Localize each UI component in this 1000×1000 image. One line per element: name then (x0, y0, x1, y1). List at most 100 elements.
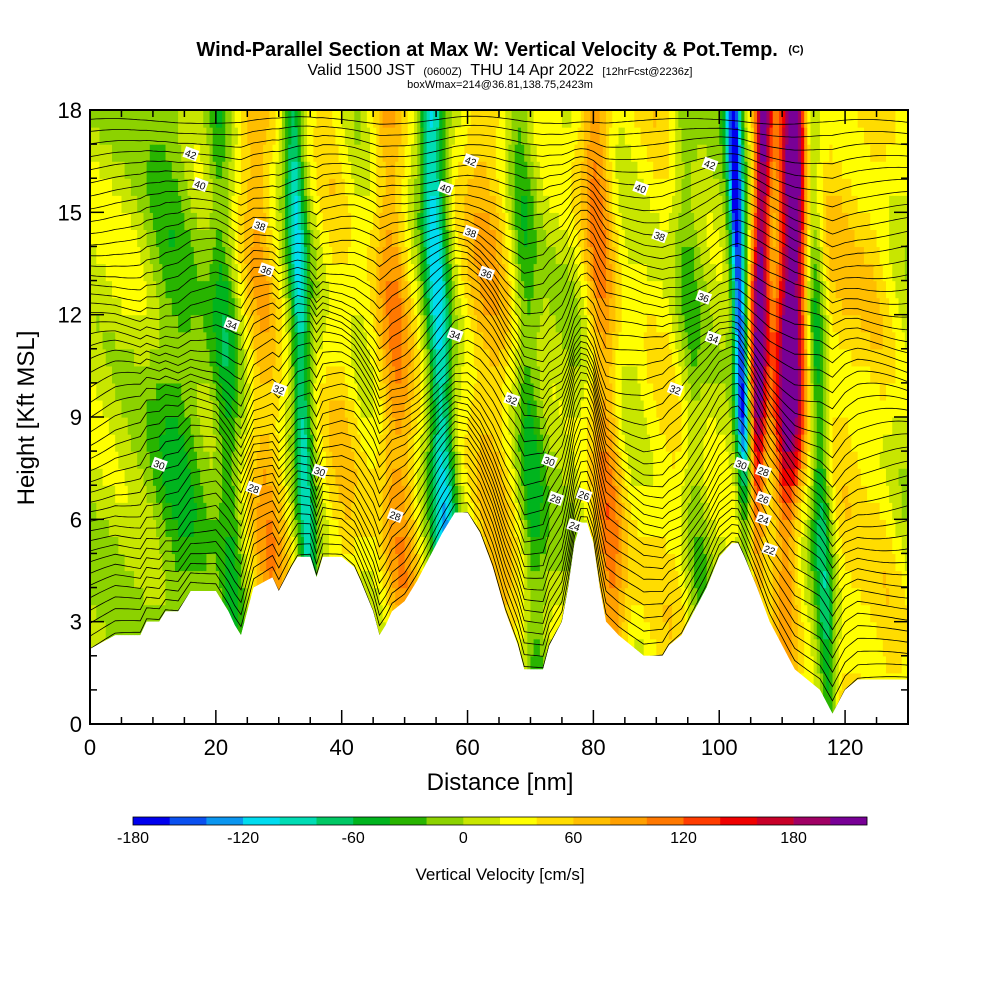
velocity-cell (93, 399, 97, 418)
velocity-cell (392, 144, 396, 162)
velocity-cell (395, 417, 399, 435)
velocity-cell (357, 246, 362, 265)
velocity-cell (524, 553, 528, 572)
velocity-cell (168, 144, 173, 162)
velocity-cell (366, 314, 371, 333)
velocity-cell (184, 434, 189, 452)
velocity-cell (206, 110, 211, 128)
velocity-cell (357, 417, 362, 435)
velocity-cell (454, 417, 459, 435)
velocity-cell (102, 451, 107, 469)
velocity-cell (165, 382, 170, 401)
velocity-cell (206, 280, 211, 299)
velocity-cell (178, 263, 182, 282)
velocity-cell (96, 144, 101, 162)
velocity-cell (159, 417, 163, 435)
velocity-cell (209, 365, 214, 384)
velocity-cell (200, 570, 204, 589)
velocity-cell (288, 417, 292, 435)
velocity-cell (90, 246, 94, 265)
velocity-cell (250, 348, 255, 367)
velocity-cell (127, 161, 132, 179)
velocity-cell (212, 536, 217, 555)
velocity-cell (401, 144, 406, 162)
velocity-cell (256, 451, 261, 469)
velocity-cell (140, 195, 145, 213)
velocity-cell (325, 331, 330, 350)
velocity-cell (382, 604, 387, 623)
velocity-cell (423, 468, 428, 486)
velocity-cell (215, 161, 220, 179)
velocity-cell (121, 127, 126, 145)
velocity-cell (222, 246, 226, 265)
velocity-cell (363, 161, 368, 179)
velocity-cell (508, 468, 513, 486)
velocity-cell (429, 297, 434, 316)
velocity-cell (426, 519, 431, 537)
velocity-cell (237, 502, 242, 520)
velocity-cell (483, 502, 488, 520)
velocity-cell (385, 263, 390, 282)
velocity-cell (432, 502, 437, 520)
velocity-cell (382, 127, 387, 145)
velocity-cell (90, 399, 94, 418)
velocity-cell (414, 331, 418, 350)
velocity-cell (499, 519, 503, 537)
velocity-cell (398, 263, 403, 282)
velocity-cell (398, 365, 403, 384)
velocity-cell (379, 246, 384, 265)
velocity-cell (417, 161, 421, 179)
velocity-cell (429, 161, 434, 179)
velocity-cell (300, 263, 305, 282)
velocity-cell (382, 434, 387, 452)
velocity-cell (247, 570, 252, 589)
velocity-cell (294, 365, 299, 384)
velocity-cell (297, 468, 302, 486)
velocity-cell (423, 263, 428, 282)
velocity-cell (253, 178, 258, 196)
velocity-cell (360, 399, 365, 418)
velocity-cell (275, 161, 280, 179)
velocity-cell (410, 229, 415, 248)
velocity-cell (162, 536, 167, 555)
velocity-cell (171, 297, 176, 316)
velocity-cell (344, 127, 349, 145)
velocity-cell (105, 468, 110, 486)
velocity-cell (316, 382, 321, 401)
velocity-cell (203, 417, 208, 435)
velocity-cell (407, 229, 412, 248)
velocity-cell (237, 144, 242, 162)
velocity-cell (93, 451, 97, 469)
velocity-cell (209, 280, 214, 299)
velocity-cell (357, 212, 362, 230)
velocity-cell (118, 485, 123, 503)
velocity-cell (124, 229, 129, 248)
velocity-cell (159, 399, 163, 418)
velocity-cell (325, 263, 330, 282)
velocity-cell (203, 451, 208, 469)
velocity-cell (253, 502, 258, 520)
velocity-cell (152, 280, 157, 299)
velocity-cell (165, 297, 170, 316)
velocity-cell (461, 246, 465, 265)
velocity-cell (313, 212, 318, 230)
velocity-cell (241, 229, 245, 248)
velocity-cell (467, 331, 472, 350)
velocity-cell (209, 382, 214, 401)
velocity-cell (322, 297, 327, 316)
velocity-cell (140, 280, 145, 299)
velocity-cell (417, 195, 421, 213)
velocity-cell (152, 110, 157, 128)
velocity-cell (165, 212, 170, 230)
velocity-cell (149, 502, 154, 520)
velocity-cell (521, 195, 525, 213)
velocity-cell (234, 110, 239, 128)
velocity-cell (410, 502, 415, 520)
velocity-cell (244, 263, 248, 282)
velocity-cell (118, 417, 123, 435)
velocity-cell (351, 468, 355, 486)
velocity-cell (495, 280, 500, 299)
velocity-cell (288, 365, 292, 384)
velocity-cell (152, 417, 157, 435)
velocity-cell (511, 297, 516, 316)
